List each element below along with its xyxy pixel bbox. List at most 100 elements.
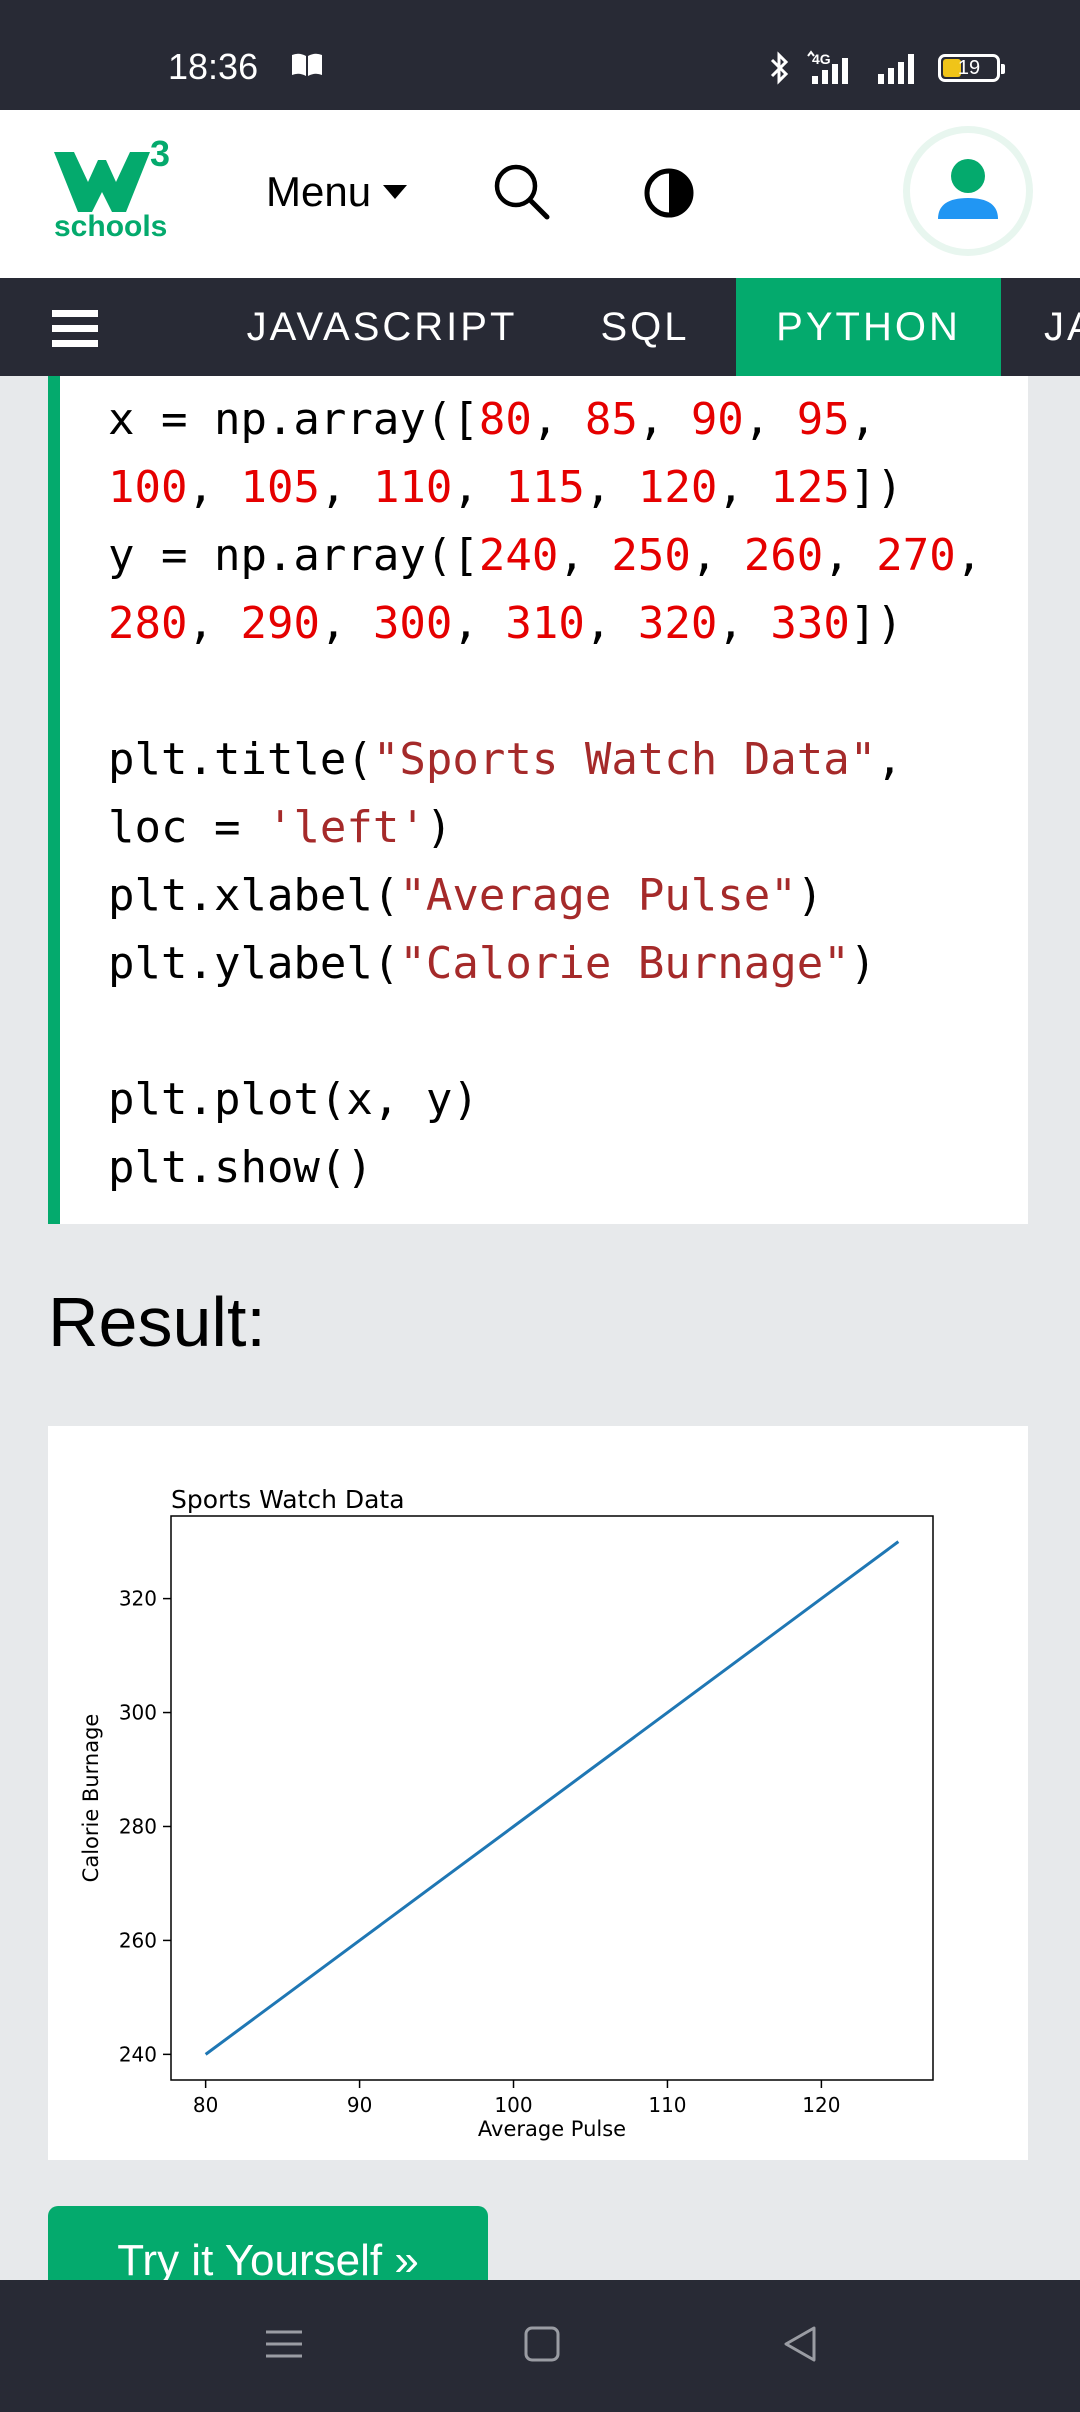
- code-token: 85: [584, 394, 638, 445]
- code-token: ]): [849, 598, 903, 649]
- code-line: y = np.array([240, 250, 260, 270,: [108, 522, 982, 590]
- status-bar: 18:36 4G 19: [0, 0, 1080, 110]
- svg-text:4G: 4G: [812, 51, 831, 67]
- code-token: ,: [584, 598, 638, 649]
- code-token: ,: [876, 734, 903, 785]
- contrast-toggle-icon[interactable]: [642, 166, 696, 220]
- code-token: 95: [796, 394, 850, 445]
- logo-superscript: 3: [150, 133, 170, 174]
- code-token: 125: [770, 462, 850, 513]
- code-example: x = np.array([80, 85, 90, 95, 100, 105, 1…: [48, 376, 1028, 1224]
- y-tick-label: 280: [119, 1814, 157, 1838]
- code-line: 280, 290, 300, 310, 320, 330]): [108, 590, 982, 658]
- hamburger-menu-icon[interactable]: [52, 308, 98, 348]
- series-line: [204, 1540, 900, 2056]
- code-token: plt.show(): [108, 1142, 373, 1193]
- y-axis-label: Calorie Burnage: [79, 1714, 103, 1883]
- code-token: "Calorie Burnage": [399, 938, 850, 989]
- code-token: x = np.array([: [108, 394, 479, 445]
- menu-button[interactable]: Menu: [266, 168, 409, 216]
- code-token: "Average Pulse": [399, 870, 797, 921]
- code-token: ,: [531, 394, 585, 445]
- menu-label: Menu: [266, 168, 372, 215]
- code-line: [108, 998, 982, 1066]
- code-token: 90: [690, 394, 744, 445]
- y-tick-label: 240: [119, 2042, 157, 2066]
- code-token: plt.ylabel(: [108, 938, 400, 989]
- code-token: ,: [690, 530, 744, 581]
- code-token: 115: [505, 462, 585, 513]
- x-axis-label: Average Pulse: [478, 2117, 626, 2141]
- code-token: 270: [876, 530, 956, 581]
- code-token: ,: [452, 598, 506, 649]
- code-line: 100, 105, 110, 115, 120, 125]): [108, 454, 982, 522]
- code-token: ,: [452, 462, 506, 513]
- code-token: 240: [478, 530, 559, 581]
- 4g-signal-icon: 4G: [807, 50, 848, 84]
- recent-apps-icon[interactable]: [264, 2324, 304, 2364]
- code-token: 120: [637, 462, 718, 513]
- w3schools-logo[interactable]: 3: [50, 132, 180, 252]
- code-token: ,: [319, 598, 373, 649]
- tab-sql[interactable]: SQL: [600, 305, 690, 349]
- code-line: [108, 658, 982, 726]
- code-line: plt.plot(x, y): [108, 1066, 982, 1134]
- code-token: plt.plot(x, y): [108, 1074, 479, 1125]
- home-icon[interactable]: [522, 2324, 562, 2364]
- code-token: ): [796, 870, 824, 921]
- book-icon: [292, 53, 322, 76]
- code-token: 300: [372, 598, 453, 649]
- code-token: ): [425, 802, 453, 853]
- code-token: 80: [478, 394, 532, 445]
- code-token: plt.xlabel(: [108, 870, 400, 921]
- x-tick-label: 120: [802, 2093, 840, 2117]
- code-token: ,: [558, 530, 612, 581]
- code-token: ]): [849, 462, 903, 513]
- code-token: ,: [743, 394, 797, 445]
- code-token: 100: [108, 462, 188, 513]
- code-token: ,: [717, 598, 771, 649]
- system-nav-bar: [0, 2280, 1080, 2412]
- x-tick-label: 110: [648, 2093, 686, 2117]
- code-token: 110: [372, 462, 453, 513]
- code-token: ,: [584, 462, 638, 513]
- code-token: 105: [240, 462, 320, 513]
- code-token: ,: [955, 530, 983, 581]
- search-icon[interactable]: [492, 162, 552, 222]
- user-avatar-button[interactable]: [903, 126, 1033, 256]
- caret-down-icon: [383, 185, 408, 199]
- code-token: ,: [849, 394, 877, 445]
- code-token: ,: [187, 462, 241, 513]
- code-token: 280: [108, 598, 188, 649]
- code-token: 330: [770, 598, 850, 649]
- line-chart: Sports Watch Data 80 90 100 110 120 240 260 28…: [79, 1485, 934, 2141]
- y-tick-label: 260: [119, 1928, 157, 1952]
- y-tick-label: 300: [119, 1701, 157, 1725]
- tab-javascript[interactable]: JAVASCRIPT: [246, 305, 518, 349]
- language-nav: JAVASCRIPT SQL PYTHON JA: [0, 278, 1080, 376]
- logo-text: schools: [54, 210, 168, 243]
- code-token: 320: [637, 598, 718, 649]
- code-line: plt.ylabel("Calorie Burnage"): [108, 930, 982, 998]
- code-line: plt.xlabel("Average Pulse"): [108, 862, 982, 930]
- site-header: 3 schools Menu: [0, 110, 1080, 278]
- code-token: ,: [187, 598, 241, 649]
- signal-bars-icon: [878, 54, 914, 84]
- code-line: loc = 'left'): [108, 794, 982, 862]
- back-icon[interactable]: [780, 2324, 820, 2364]
- battery-level: 19: [957, 57, 981, 79]
- code-token: ,: [823, 530, 877, 581]
- code-token: 260: [743, 530, 824, 581]
- x-tick-label: 90: [347, 2093, 372, 2117]
- bluetooth-icon: [770, 51, 789, 85]
- result-heading: Result:: [48, 1283, 266, 1361]
- code-token: 290: [240, 598, 320, 649]
- code-token: ,: [717, 462, 771, 513]
- tab-java-partial[interactable]: JA: [1044, 305, 1080, 349]
- x-tick-label: 80: [193, 2093, 218, 2117]
- code-line: plt.title("Sports Watch Data",: [108, 726, 982, 794]
- code-token: y = np.array([: [108, 530, 479, 581]
- y-tick-label: 320: [119, 1587, 157, 1611]
- tab-python[interactable]: PYTHON: [736, 278, 1001, 376]
- status-time: 18:36: [168, 46, 259, 87]
